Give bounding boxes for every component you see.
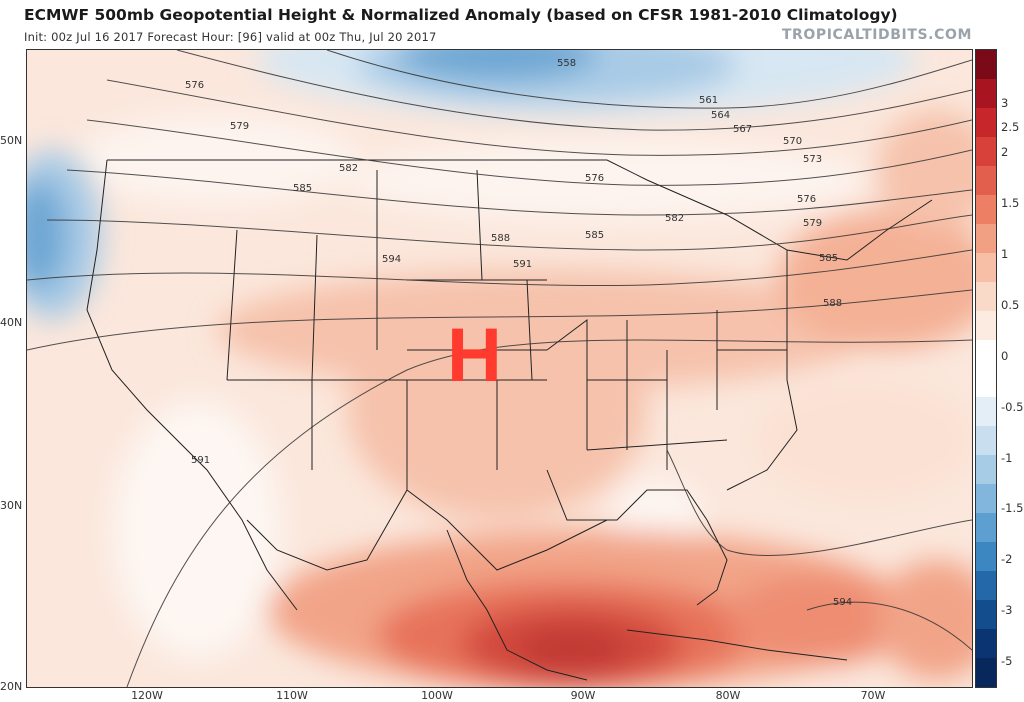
anomaly-shading [77,110,972,687]
contour-label: 582 [339,163,358,174]
colorbar-label: -2 [1001,552,1013,566]
contour-label: 591 [513,259,532,270]
anomaly-map: 558 561 564 567 570 573 576 579 582 585 … [27,50,972,687]
colorbar-label: -0.5 [1001,400,1024,414]
colorbar-segment [976,368,996,398]
contour-label: 594 [382,254,401,265]
contour-label: 573 [803,154,822,165]
contour-label: 576 [585,173,604,184]
contour-label: 576 [797,194,816,205]
colorbar-segment [976,107,996,138]
latitude-label: 30N [0,499,23,512]
contour-label: 594 [833,597,852,608]
contour-label: 588 [823,298,842,309]
colorbar-segment [976,339,996,369]
contour-label: 558 [557,58,576,69]
longitude-label: 70W [860,689,886,702]
colorbar-label: -1 [1001,451,1013,465]
colorbar-label: -5 [1001,654,1013,668]
colorbar-label: 1 [1001,247,1009,261]
brand-watermark: TROPICALTIDBITS.COM [781,27,972,43]
contour-label: 585 [293,183,312,194]
cold-anomaly-shading [27,50,917,320]
latitude-label: 50N [0,134,23,147]
longitude-label: 100W [421,689,453,702]
colorbar-segment [976,165,996,196]
contour-label: 576 [185,80,204,91]
colorbar-segment [976,397,996,427]
map-panel: 558 561 564 567 570 573 576 579 582 585 … [26,49,973,688]
longitude-label: 110W [276,689,308,702]
colorbar-label: 0.5 [1001,298,1020,312]
colorbar-segment [976,426,996,456]
contour-label: 582 [665,213,684,224]
contour-labels: 558 561 564 567 570 573 576 579 582 585 … [185,58,852,608]
colorbar-segment [976,310,996,341]
colorbar-segment [976,136,996,167]
colorbar-segment [976,513,996,543]
contour-label: 579 [803,218,822,229]
colorbar-label: -1.5 [1001,501,1024,515]
contour-label: 585 [819,253,838,264]
contour-label: 570 [783,136,802,147]
colorbar-label: 2 [1001,145,1009,159]
contour-label: 567 [733,124,752,135]
contour-label: 561 [699,95,718,106]
latitude-label: 20N [0,680,23,693]
colorbar-segment [976,629,996,659]
colorbar-label: 2.5 [1001,120,1020,134]
colorbar-segment [976,658,996,688]
map-subtitle: Init: 00z Jul 16 2017 Forecast Hour: [96… [24,30,437,44]
high-pressure-marker: H [447,313,502,398]
contour-label: 579 [230,121,249,132]
colorbar-label: 3 [1001,96,1009,110]
anomaly-colorbar [975,49,997,688]
colorbar-segment [976,455,996,485]
colorbar-segment [976,281,996,312]
colorbar-label: -3 [1001,603,1013,617]
contour-label: 588 [491,233,510,244]
longitude-label: 120W [131,689,163,702]
contour-label: 585 [585,230,604,241]
contour-label: 591 [191,455,210,466]
map-title: ECMWF 500mb Geopotential Height & Normal… [24,6,898,24]
colorbar-segment [976,252,996,283]
colorbar-label: 0 [1001,349,1009,363]
colorbar-segment [976,194,996,225]
colorbar-segment [976,484,996,514]
latitude-label: 40N [0,316,23,329]
colorbar-segment [976,600,996,630]
colorbar-segment [976,223,996,254]
colorbar-label: 1.5 [1001,196,1020,210]
colorbar-segment [976,50,996,80]
colorbar-segment [976,571,996,601]
longitude-label: 90W [570,689,596,702]
longitude-label: 80W [715,689,741,702]
colorbar-segment [976,542,996,572]
height-contours [27,50,972,687]
contour-label: 564 [711,110,730,121]
colorbar-segment [976,78,996,109]
political-borders [86,159,933,681]
